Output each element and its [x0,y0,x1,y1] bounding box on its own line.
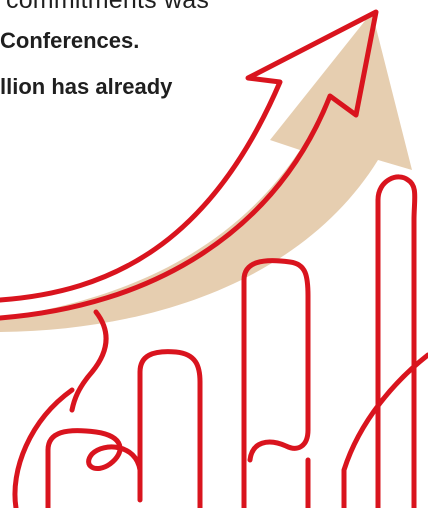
arrow-tail-drop-line [69,309,109,413]
bar-medium-outline [241,258,311,473]
growth-arrow-icon [0,9,379,321]
loop-line-left [12,387,75,508]
text-conferences-line: Conferences. [0,28,140,53]
right-curl-line [341,352,428,508]
arrow-highlight-line [0,88,294,310]
bottom-squiggle-outline [45,428,143,508]
bar-tall-outline [375,174,418,508]
text-commitments-line: commitments was [6,0,210,14]
text-billion-line: llion has already [0,74,173,99]
bar-small-outline [137,349,203,508]
arrow-shadow-shape [0,12,412,332]
